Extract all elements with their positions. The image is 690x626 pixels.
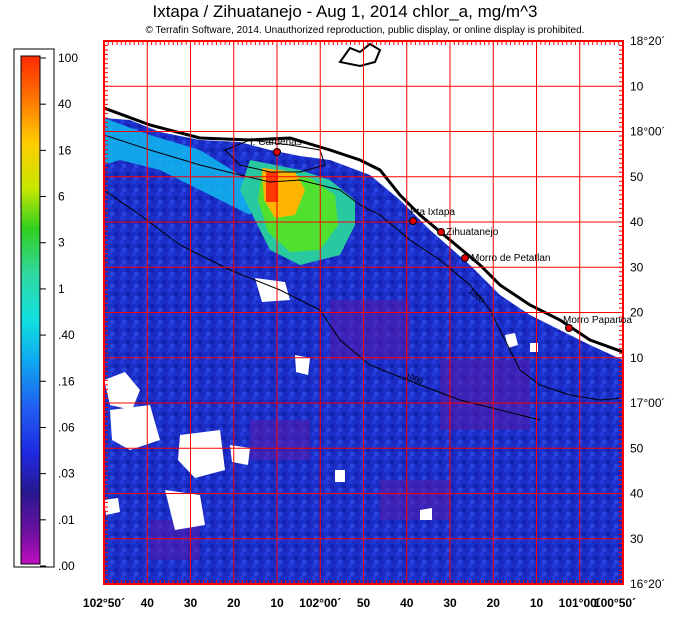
chlorophyll-max	[266, 172, 278, 202]
coastal-band	[104, 118, 260, 215]
longitude-label: 10	[530, 596, 544, 610]
longitude-labels: 102°50´ 40 30 20 10 102°00´ 50 40 30 20 10 101°00´1…	[83, 596, 636, 610]
colorbar-tick-label: 16	[58, 143, 72, 157]
colorbar-tick-label: .06	[58, 420, 75, 434]
frame-ticks	[103, 40, 624, 585]
place-morro-papanoa: Morro Papanoa	[563, 315, 632, 332]
latitude-label: 40	[630, 487, 644, 501]
colorbar-tick-label: 40	[58, 97, 72, 111]
latitude-label: 50	[630, 441, 644, 455]
longitude-label: 102°00´	[299, 596, 341, 610]
latitude-label: 10	[630, 351, 644, 365]
place-morro-de-petatlan: Morro de Petatlan	[461, 253, 551, 264]
place-markers: I. Cardenas Pta Ixtapa Zihuatanejo Morro…	[250, 137, 632, 332]
place-zihuatanejo: Zihuatanejo	[437, 227, 499, 238]
place-pta-ixtapa: Pta Ixtapa	[409, 207, 455, 225]
longitude-label: 10	[270, 596, 284, 610]
colorbar-tick-label: .16	[58, 374, 75, 388]
latitude-label: 30	[630, 532, 644, 546]
shelf-contour	[224, 139, 326, 173]
latitude-label: 18°20´	[630, 34, 666, 48]
latitude-label: 20	[630, 306, 644, 320]
place-label: I. Cardenas	[250, 137, 302, 148]
map-title: Ixtapa / Zihuatanejo - Aug 1, 2014 chlor…	[152, 2, 538, 21]
longitude-label: 102°50´	[83, 596, 125, 610]
island-outline	[338, 42, 382, 68]
colorbar-tick-label: .40	[58, 328, 75, 342]
longitude-label: 30	[443, 596, 457, 610]
latitude-labels: 18°20´ 10 18°00´ 50 40 30 20 10 17°00´ 50 40 30 16°2…	[630, 34, 666, 591]
longitude-label: 40	[141, 596, 155, 610]
longitude-label: 20	[487, 596, 501, 610]
colorbar-tick-label: 1	[58, 282, 65, 296]
latitude-label: 30	[630, 260, 644, 274]
longitude-label: 30	[184, 596, 198, 610]
depth-contour	[104, 189, 541, 421]
colorbar: 100 40 16 6 3 1 .40 .16 .06 .03 .01 .00	[13, 48, 78, 573]
colorbar-tick-label: 3	[58, 236, 65, 250]
place-i-cardenas: I. Cardenas	[250, 137, 302, 156]
latitude-label: 18°00´	[630, 125, 666, 139]
longitude-label: 100°50´	[594, 596, 636, 610]
place-label: Morro Papanoa	[563, 315, 632, 326]
latitude-label: 17°00´	[630, 396, 666, 410]
latitude-label: 40	[630, 215, 644, 229]
longitude-label: 40	[400, 596, 414, 610]
longitude-label: 50	[357, 596, 371, 610]
longitude-label: 20	[227, 596, 241, 610]
colorbar-tick-label: 100	[58, 51, 78, 65]
colorbar-tick-label: .00	[58, 559, 75, 573]
place-label: Pta Ixtapa	[410, 207, 455, 218]
graticule	[104, 41, 623, 584]
copyright-notice: © Terrafin Software, 2014. Unauthorized …	[145, 25, 585, 36]
colorbar-tick-label: .01	[58, 513, 75, 527]
latitude-label: 16°20´	[630, 577, 666, 591]
place-label: Morro de Petatlan	[471, 253, 551, 264]
colorbar-tick-label: 6	[58, 190, 65, 204]
colorbar-tick-label: .03	[58, 467, 75, 481]
low-chl-patches	[150, 300, 530, 560]
latitude-label: 10	[630, 79, 644, 93]
latitude-label: 50	[630, 170, 644, 184]
longitude-label: 101°00´	[559, 596, 601, 610]
place-label: Zihuatanejo	[446, 227, 499, 238]
